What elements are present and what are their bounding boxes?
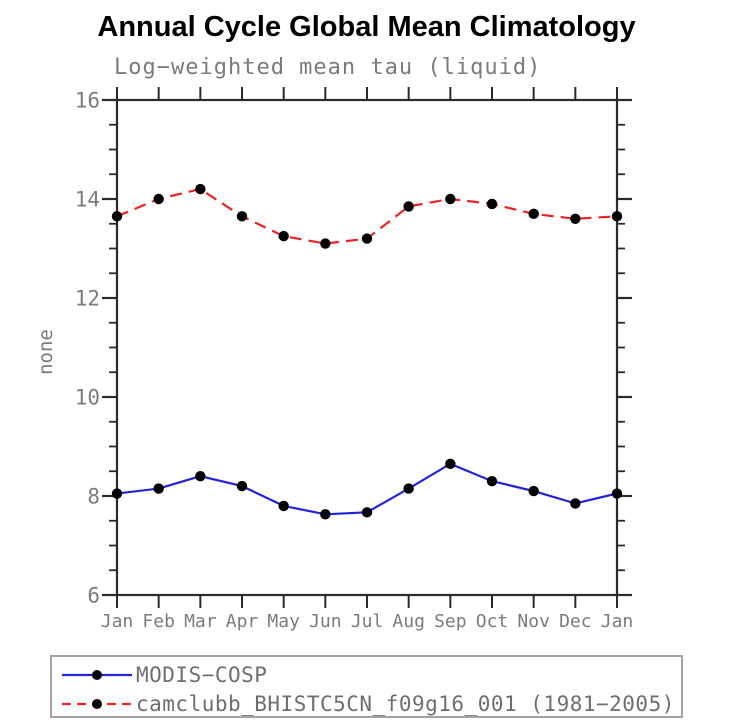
chart-title: Annual Cycle Global Mean Climatology — [97, 11, 636, 43]
data-point — [111, 211, 123, 222]
data-point — [486, 475, 498, 487]
y-axis-tick-label: 16 — [75, 88, 100, 112]
y-axis-tick-label: 12 — [75, 286, 100, 310]
series-0 — [111, 458, 623, 520]
plot-border — [115, 98, 619, 597]
data-point — [486, 198, 498, 210]
data-point — [111, 488, 123, 499]
y-axis: 6 8 10 12 14 16 — [75, 88, 632, 607]
data-point — [320, 509, 331, 520]
x-axis-tick-label: Feb — [142, 611, 175, 632]
y-axis-title: none — [35, 329, 57, 375]
legend-item-camclubb: camclubb_BHISTC5CN_f09g16_001 (1981−2005… — [60, 693, 675, 715]
x-axis-tick-label: Aug — [392, 611, 425, 632]
data-point — [278, 230, 289, 242]
legend-item-modis-cosp: MODIS−COSP — [60, 664, 267, 686]
y-axis-tick-label: 10 — [75, 385, 100, 409]
x-axis-tick-label: Jul — [351, 611, 384, 632]
data-point — [570, 213, 581, 224]
legend-label: MODIS−COSP — [136, 663, 268, 687]
data-point — [361, 233, 373, 244]
x-axis-tick-label: Nov — [517, 611, 550, 632]
legend-label: camclubb_BHISTC5CN_f09g16_001 (1981−2005… — [136, 692, 675, 716]
y-axis-tick-label: 8 — [87, 484, 100, 508]
data-point — [611, 488, 623, 499]
legend-key-solid-line-icon — [62, 670, 132, 680]
data-point — [195, 183, 206, 195]
legend-key-dashed-line-icon — [62, 699, 132, 709]
x-axis-tick-label: May — [267, 611, 300, 632]
x-axis-tick-label: Sep — [434, 611, 467, 632]
series-1 — [111, 183, 623, 249]
x-axis-tick-label: Dec — [559, 611, 592, 632]
data-point — [320, 238, 331, 249]
data-point — [278, 500, 289, 512]
data-point — [236, 211, 248, 222]
x-axis-tick-label: Apr — [226, 611, 259, 632]
x-axis-tick-label: Jan — [601, 611, 634, 632]
x-axis-tick-label: Mar — [184, 611, 217, 632]
data-point — [445, 193, 456, 205]
data-point — [195, 471, 206, 482]
x-axis-tick-label: Jun — [309, 611, 342, 632]
x-axis-tick-label: Oct — [476, 611, 509, 632]
chart-subtitle: Log−weighted mean tau (liquid) — [114, 55, 542, 80]
legend: MODIS−COSP camclubb_BHISTC5CN_f09g16_001… — [50, 655, 683, 718]
data-point — [611, 211, 623, 222]
x-axis-tick-label: Jan — [101, 611, 134, 632]
data-point — [153, 483, 164, 494]
data-point — [570, 498, 581, 509]
y-axis-tick-label: 14 — [75, 187, 100, 211]
x-axis: Jan Feb Mar Apr May Jun Jul Aug Sep Oct Nov Dec Jan — [101, 87, 634, 632]
data-point — [445, 458, 456, 470]
data-point — [528, 208, 539, 220]
data-point — [528, 485, 539, 497]
data-point — [361, 507, 373, 518]
y-axis-tick-label: 6 — [87, 583, 100, 607]
data-point — [236, 480, 248, 492]
data-point — [153, 193, 164, 205]
data-point — [403, 201, 414, 212]
series-line — [116, 462, 618, 516]
data-point — [403, 483, 414, 494]
